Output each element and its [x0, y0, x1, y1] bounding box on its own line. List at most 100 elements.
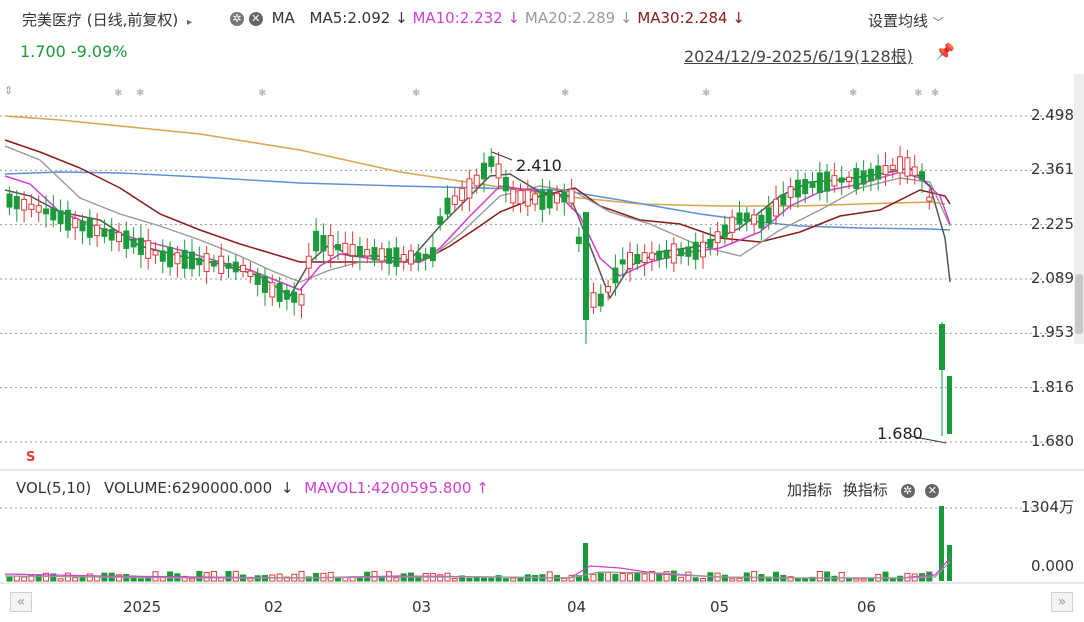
- ma-label: MA: [271, 9, 295, 27]
- volume-bar: [283, 576, 290, 582]
- high-annotation: 2.410: [516, 156, 562, 175]
- candle: [298, 293, 305, 306]
- ma10-arrow: ↓: [507, 9, 521, 27]
- volume-bar: [853, 578, 860, 582]
- expand-icon[interactable]: ⇕: [4, 84, 14, 97]
- candle: [13, 196, 20, 210]
- price-axis-label: 1.816: [1031, 377, 1074, 396]
- candle: [700, 241, 706, 258]
- candle: [926, 196, 933, 202]
- candle: [225, 262, 232, 269]
- volume-bar: [670, 570, 677, 582]
- x-label: 04: [567, 598, 587, 616]
- candle: [210, 260, 217, 267]
- candle: [554, 192, 560, 204]
- date-range[interactable]: 2024/12/9-2025/6/19(128根): [684, 47, 913, 66]
- candle: [167, 246, 174, 268]
- candle: [605, 286, 612, 293]
- candle: [152, 250, 159, 256]
- volume-bar: [700, 577, 706, 582]
- scroll-right-button[interactable]: »: [1051, 592, 1073, 612]
- event-marker-icon: ✱: [258, 88, 266, 99]
- gear-icon[interactable]: ✲: [230, 11, 244, 26]
- candle: [313, 230, 320, 252]
- candle: [108, 228, 115, 241]
- candle: [568, 188, 575, 204]
- candle: [670, 243, 677, 264]
- candle: [262, 276, 268, 293]
- volume-arrow: ↓: [280, 479, 294, 497]
- candle: [451, 195, 458, 205]
- candle: [561, 191, 568, 203]
- switch-indicator-button[interactable]: 换指标: [842, 481, 888, 499]
- x-label: 05: [710, 598, 730, 616]
- stock-title[interactable]: 完美医疗 (日线,前复权) ▸: [22, 9, 192, 30]
- volume-bar: [451, 578, 458, 582]
- candle: [517, 190, 524, 205]
- candle: [254, 273, 261, 285]
- candle: [400, 253, 407, 262]
- volume-bar: [729, 578, 736, 582]
- candle: [473, 174, 480, 187]
- candle: [123, 230, 130, 249]
- candle: [919, 171, 925, 181]
- candle: [875, 165, 882, 180]
- event-marker-icon: ✱: [914, 88, 922, 99]
- add-indicator-button[interactable]: 加指标: [787, 481, 833, 499]
- scroll-left-button[interactable]: «: [10, 592, 32, 612]
- candle: [196, 257, 203, 266]
- candle: [64, 209, 71, 231]
- candle: [889, 164, 896, 171]
- candle: [911, 166, 918, 177]
- volume-bar: [605, 572, 612, 582]
- candle: [327, 235, 334, 256]
- candle: [159, 250, 166, 262]
- candle: [320, 235, 327, 252]
- x-label: 06: [857, 598, 877, 616]
- candle: [116, 231, 122, 243]
- title-dropdown-icon[interactable]: ▸: [187, 17, 193, 28]
- volume-bar: [247, 578, 254, 582]
- signal-marker: S: [26, 450, 36, 465]
- pin-icon[interactable]: 📌: [935, 42, 955, 61]
- volume-bar: [656, 573, 663, 582]
- scrollbar-thumb[interactable]: [1075, 274, 1083, 334]
- candle: [787, 186, 794, 198]
- volume-bar: [466, 577, 473, 582]
- ma-settings-button[interactable]: 设置均线 ﹀: [868, 10, 944, 31]
- candle: [853, 168, 860, 190]
- volume-bar: [641, 573, 648, 582]
- volume-bar: [816, 571, 823, 582]
- candle: [678, 248, 685, 257]
- close-icon[interactable]: ✕: [925, 483, 940, 498]
- volume-bar: [721, 574, 728, 582]
- candle: [335, 243, 341, 251]
- candle: [50, 208, 57, 221]
- volume-bar: [736, 577, 743, 582]
- volume-bar: [232, 570, 239, 582]
- volume-value: VOLUME:6290000.000: [104, 479, 273, 497]
- candle: [378, 248, 385, 262]
- candle: [291, 291, 298, 303]
- volume-bar: [145, 577, 152, 582]
- volume-bar: [50, 573, 57, 582]
- candle: [590, 292, 597, 308]
- volume-bar: [597, 572, 604, 582]
- event-marker-icon: ✱: [931, 88, 939, 99]
- candle: [882, 165, 889, 175]
- vertical-scrollbar[interactable]: [1074, 74, 1084, 344]
- gear-icon[interactable]: ✲: [900, 483, 915, 498]
- candle: [685, 246, 692, 257]
- x-label: 03: [412, 598, 432, 616]
- candle: [495, 163, 502, 179]
- close-icon[interactable]: ✕: [248, 11, 263, 26]
- volume-bar: [327, 571, 334, 582]
- volume-bar: [116, 574, 122, 582]
- ma5-value: MA5:2.092: [309, 9, 391, 27]
- candle: [130, 238, 137, 248]
- candle: [444, 197, 451, 215]
- volume-axis-min: 0.000: [1031, 557, 1074, 575]
- volume-bar: [532, 574, 539, 582]
- price-axis-label: 1.680: [1031, 432, 1074, 450]
